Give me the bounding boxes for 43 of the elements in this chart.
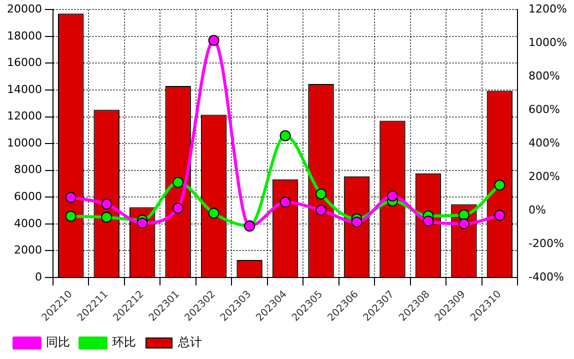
- y2-tick-label: -200%: [528, 236, 564, 250]
- y2-tick-label: 200%: [528, 170, 560, 183]
- legend-label: 总计: [177, 335, 202, 350]
- point: [316, 188, 327, 200]
- y2-tick-label: 1200%: [528, 2, 568, 16]
- y-tick-label: 16000: [6, 56, 42, 70]
- y2-tick-label: 600%: [528, 102, 560, 116]
- point: [208, 34, 220, 46]
- point: [208, 208, 220, 219]
- point: [316, 204, 327, 216]
- point: [65, 210, 76, 222]
- y2-tick-label: 0%: [528, 203, 546, 216]
- y-tick-label: 2000: [14, 244, 42, 257]
- y2-tick-label: 800%: [528, 69, 560, 82]
- y-tick-label: 10000: [6, 136, 42, 150]
- point: [101, 212, 112, 223]
- y-tick-label: 18000: [6, 29, 42, 42]
- point: [458, 209, 470, 220]
- point: [280, 130, 291, 142]
- point: [101, 198, 112, 210]
- legend-label: 环比: [112, 335, 136, 350]
- point: [494, 210, 506, 221]
- y-tick-label: 14000: [6, 82, 42, 96]
- point: [351, 216, 362, 228]
- point: [494, 180, 506, 191]
- point: [280, 196, 291, 208]
- y-tick-label: 4000: [14, 216, 42, 230]
- y2-tick-label: -400%: [528, 270, 564, 284]
- y-tick-label: 0: [34, 270, 42, 284]
- y2-tick-label: 400%: [528, 136, 560, 150]
- y-tick-label: 8000: [14, 163, 42, 176]
- point: [172, 202, 184, 214]
- point: [65, 192, 76, 203]
- point: [386, 190, 398, 202]
- y2-tick-label: 1000%: [528, 36, 568, 49]
- y-tick-label: 6000: [14, 190, 42, 204]
- legend-label: 同比: [46, 335, 70, 350]
- point: [136, 218, 148, 229]
- point: [172, 176, 184, 188]
- point: [422, 216, 434, 227]
- point: [458, 218, 470, 230]
- y-tick-label: 12000: [6, 110, 42, 123]
- y-tick-label: 20000: [6, 2, 42, 16]
